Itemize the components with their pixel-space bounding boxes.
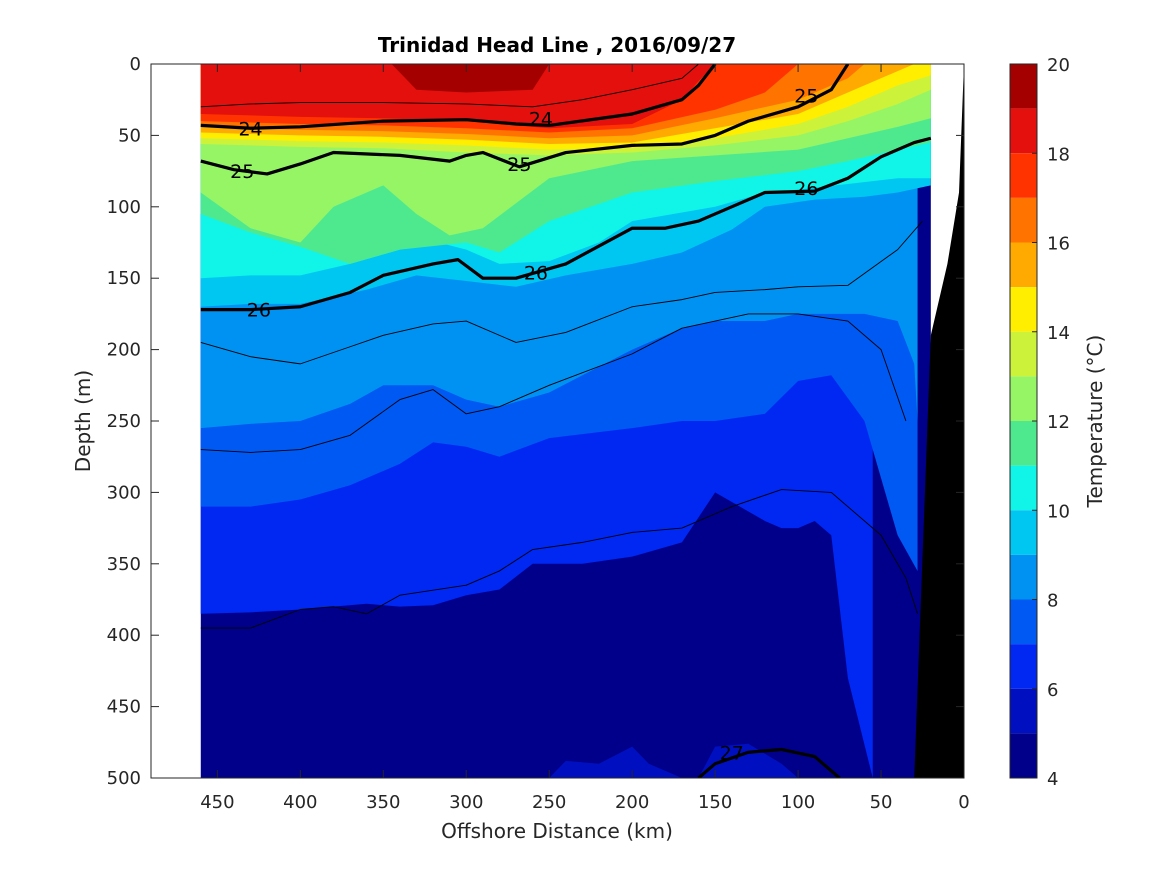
colorbar-swatch-6	[1010, 644, 1037, 689]
isotherm-band-19	[391, 64, 550, 93]
isotherm-band-5	[698, 743, 799, 778]
contour-label-26-1: 26	[524, 262, 548, 284]
colorbar-swatch-11	[1010, 421, 1037, 466]
colorbar-tick-label-6: 6	[1047, 680, 1058, 701]
y-tick-label-200: 200	[107, 340, 141, 361]
y-tick-label-100: 100	[107, 197, 141, 218]
colorbar-swatch-8	[1010, 554, 1037, 600]
x-axis-label: Offshore Distance (km)	[441, 819, 673, 843]
contour-labels: 24 24 25 25 25 26 26 26 27	[230, 85, 818, 764]
y-tick-label-50: 50	[118, 125, 141, 146]
density-contour-thin-6	[200, 313, 907, 453]
colorbar-swatch-12	[1010, 376, 1037, 421]
colorbar-tick-label-8: 8	[1047, 591, 1058, 612]
contour-label-26-0: 26	[247, 300, 271, 322]
colorbar-tick-label-18: 18	[1047, 144, 1070, 165]
y-tick-label-150: 150	[107, 268, 141, 289]
colorbar-tick-label-12: 12	[1047, 412, 1070, 433]
colorbar-swatch-10	[1010, 465, 1037, 511]
x-tick-label-300: 300	[449, 792, 483, 813]
contour-label-26-2: 26	[794, 178, 818, 200]
colorbar-swatch-19	[1010, 64, 1037, 109]
x-tick-label-150: 150	[698, 792, 732, 813]
y-tick-label-450: 450	[107, 697, 141, 718]
colorbar-swatch-15	[1010, 242, 1037, 288]
density-contour-24-0	[200, 64, 717, 130]
colorbar-swatch-9	[1010, 510, 1037, 555]
colorbar-tick-label-4: 4	[1047, 769, 1058, 790]
colorbar-swatch-17	[1010, 153, 1037, 198]
x-tick-label-50: 50	[870, 792, 893, 813]
contour-label-25-0: 25	[230, 161, 254, 183]
x-tick-label-450: 450	[200, 792, 234, 813]
y-tick-label-250: 250	[107, 411, 141, 432]
density-contour-thin-7	[200, 489, 918, 629]
contour-label-25-1: 25	[507, 154, 531, 176]
plot-area	[200, 64, 964, 778]
x-tick-label-100: 100	[781, 792, 815, 813]
y-tick-label-500: 500	[107, 768, 141, 789]
colorbar-swatch-4	[1010, 733, 1037, 778]
colorbar-swatch-5	[1010, 688, 1037, 734]
colorbar-swatch-14	[1010, 287, 1037, 332]
colorbar-swatch-13	[1010, 331, 1037, 377]
contour-label-27-0: 27	[720, 742, 744, 764]
x-tick-label-250: 250	[532, 792, 566, 813]
isotherm-band-5	[549, 746, 682, 778]
x-tick-label-200: 200	[615, 792, 649, 813]
x-tick-label-0: 0	[958, 792, 969, 813]
colorbar-swatch-16	[1010, 197, 1037, 243]
density-contour-26-2	[200, 136, 932, 312]
contour-label-24-0: 24	[238, 118, 262, 140]
contour-label-25-2: 25	[794, 85, 818, 107]
density-contour-27-3	[697, 747, 841, 778]
temperature-fill-layer	[200, 64, 931, 778]
colorbar-swatch-18	[1010, 108, 1037, 154]
axis-ticks: 450 400 350 300 250 200 150 100 50 00501001502002…	[107, 54, 970, 813]
density-contour-thin-4	[200, 64, 699, 108]
colorbar-tick-label-20: 20	[1047, 55, 1070, 76]
colorbar-tick-label-14: 14	[1047, 323, 1070, 344]
y-axis-label: Depth (m)	[71, 370, 95, 472]
colorbar: 20 18 16 14 12 10 8 6 4	[1009, 55, 1070, 790]
y-tick-label-350: 350	[107, 554, 141, 575]
chart-title: Trinidad Head Line , 2016/09/27	[378, 33, 736, 57]
contour-label-24-1: 24	[529, 108, 553, 130]
x-tick-label-400: 400	[283, 792, 317, 813]
density-contour-layer	[200, 64, 932, 778]
density-contour-thin-5	[200, 220, 923, 365]
colorbar-tick-label-10: 10	[1047, 501, 1070, 522]
y-tick-label-400: 400	[107, 625, 141, 646]
colorbar-swatch-7	[1010, 599, 1037, 645]
y-tick-label-0: 0	[130, 54, 141, 75]
colorbar-label: Temperature (°C)	[1083, 335, 1107, 509]
land-mask	[914, 64, 964, 778]
x-tick-label-350: 350	[366, 792, 400, 813]
isotherm-band-18	[200, 64, 716, 129]
y-tick-label-300: 300	[107, 482, 141, 503]
colorbar-tick-label-16: 16	[1047, 234, 1070, 255]
density-contour-25-1	[200, 64, 850, 176]
